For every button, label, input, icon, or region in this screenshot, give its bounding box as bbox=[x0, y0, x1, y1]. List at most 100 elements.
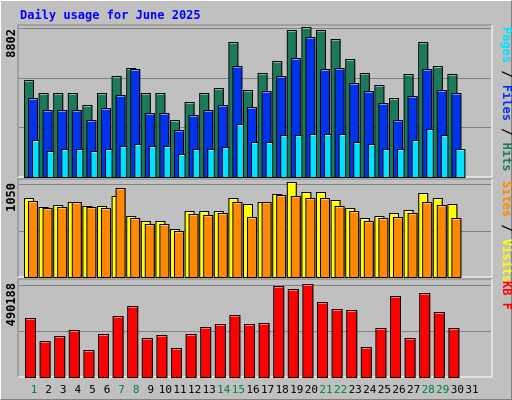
bar-sites-1 bbox=[28, 201, 38, 278]
bar-kb-f-2 bbox=[39, 341, 51, 378]
bar-kb-f-3 bbox=[54, 336, 66, 378]
legend-part: F bbox=[500, 295, 512, 309]
bar-kb-f-23 bbox=[346, 310, 358, 378]
bar-sites-21 bbox=[320, 198, 330, 278]
x-tick-17: 17 bbox=[261, 383, 274, 396]
bar-sites-14 bbox=[217, 213, 228, 278]
x-tick-16: 16 bbox=[246, 383, 259, 396]
bar-sites-7 bbox=[115, 188, 126, 278]
bar-kb-f-5 bbox=[83, 350, 95, 378]
bar-sites-2 bbox=[42, 208, 53, 278]
bar-kb-f-22 bbox=[331, 309, 343, 378]
y-max-label-0: 8802 bbox=[4, 29, 18, 58]
bar-sites-26 bbox=[393, 217, 403, 278]
bar-kb-f-9 bbox=[141, 338, 153, 378]
chart-title: Daily usage for June 2025 bbox=[20, 8, 201, 22]
legend-part: Hits bbox=[500, 143, 512, 172]
series-legend-0: Pages / Files / Hits bbox=[500, 27, 512, 172]
bar-kb-f-27 bbox=[404, 338, 416, 378]
x-tick-13: 13 bbox=[203, 383, 216, 396]
bar-sites-24 bbox=[363, 221, 374, 278]
bar-kb-f-21 bbox=[317, 302, 328, 378]
legend-part: / bbox=[500, 121, 512, 143]
bar-kb-f-1 bbox=[25, 318, 36, 378]
bar-sites-19 bbox=[290, 196, 301, 278]
legend-part: Visits bbox=[500, 239, 512, 282]
bar-sites-3 bbox=[57, 207, 68, 278]
bar-sites-5 bbox=[86, 207, 97, 278]
bar-kb-f-11 bbox=[171, 348, 182, 378]
x-tick-11: 11 bbox=[173, 383, 186, 396]
bar-sites-9 bbox=[144, 224, 155, 278]
series-legend-2: KB F bbox=[500, 281, 512, 310]
x-tick-15: 15 bbox=[232, 383, 245, 396]
bar-kb-f-17 bbox=[258, 323, 270, 378]
bar-sites-17 bbox=[261, 202, 272, 278]
x-tick-30: 30 bbox=[451, 383, 464, 396]
bar-sites-25 bbox=[378, 218, 389, 278]
bar-kb-f-29 bbox=[433, 312, 445, 378]
x-tick-31: 31 bbox=[465, 383, 478, 396]
x-tick-6: 6 bbox=[104, 383, 111, 396]
legend-part: / bbox=[500, 217, 512, 239]
bar-sites-11 bbox=[174, 231, 184, 278]
x-tick-26: 26 bbox=[392, 383, 405, 396]
bar-kb-f-4 bbox=[68, 330, 80, 378]
bar-sites-22 bbox=[334, 206, 345, 278]
x-tick-7: 7 bbox=[118, 383, 125, 396]
x-tick-23: 23 bbox=[349, 383, 362, 396]
bar-kb-f-20 bbox=[302, 284, 314, 378]
bar-sites-12 bbox=[188, 214, 199, 278]
legend-part: / bbox=[500, 63, 512, 85]
x-tick-1: 1 bbox=[31, 383, 38, 396]
bar-kb-f-8 bbox=[127, 306, 139, 378]
bar-sites-6 bbox=[101, 208, 111, 278]
bar-kb-f-6 bbox=[98, 334, 109, 378]
x-tick-21: 21 bbox=[319, 383, 332, 396]
y-max-label-2: 490188 bbox=[4, 283, 18, 326]
legend-part: Files bbox=[500, 85, 512, 121]
bar-sites-8 bbox=[130, 218, 141, 278]
legend-part: Pages bbox=[500, 27, 512, 63]
bar-sites-27 bbox=[407, 213, 418, 278]
bar-kb-f-15 bbox=[229, 315, 241, 378]
bar-kb-f-28 bbox=[419, 293, 431, 378]
bar-sites-28 bbox=[422, 202, 433, 278]
bar-pages-30 bbox=[455, 149, 466, 178]
bar-sites-29 bbox=[436, 205, 447, 278]
bar-sites-10 bbox=[159, 224, 170, 278]
bar-sites-4 bbox=[71, 202, 82, 278]
bar-sites-23 bbox=[349, 211, 360, 278]
bar-sites-30 bbox=[451, 218, 462, 278]
x-tick-19: 19 bbox=[290, 383, 303, 396]
x-tick-25: 25 bbox=[378, 383, 391, 396]
bar-kb-f-16 bbox=[244, 324, 255, 378]
bar-kb-f-19 bbox=[287, 289, 299, 378]
x-tick-24: 24 bbox=[363, 383, 377, 396]
bar-kb-f-10 bbox=[156, 335, 168, 378]
bar-kb-f-24 bbox=[360, 347, 372, 378]
x-tick-5: 5 bbox=[89, 383, 96, 396]
series-legend-1: Sites / Visits bbox=[500, 181, 512, 282]
x-tick-22: 22 bbox=[334, 383, 347, 396]
bar-kb-f-18 bbox=[273, 286, 285, 378]
bar-kb-f-7 bbox=[112, 316, 124, 378]
bar-sites-13 bbox=[203, 215, 214, 278]
bar-kb-f-12 bbox=[185, 334, 197, 378]
bar-kb-f-26 bbox=[390, 296, 401, 378]
x-tick-4: 4 bbox=[74, 383, 81, 396]
bar-sites-18 bbox=[276, 195, 287, 278]
legend-part: KB bbox=[500, 281, 512, 295]
x-tick-29: 29 bbox=[436, 383, 449, 396]
x-tick-9: 9 bbox=[147, 383, 154, 396]
x-tick-20: 20 bbox=[305, 383, 318, 396]
bar-kb-f-30 bbox=[448, 328, 460, 378]
x-tick-12: 12 bbox=[188, 383, 201, 396]
x-tick-18: 18 bbox=[276, 383, 289, 396]
bar-sites-16 bbox=[247, 217, 257, 278]
x-tick-14: 14 bbox=[217, 383, 231, 396]
bars bbox=[24, 27, 466, 378]
x-tick-27: 27 bbox=[407, 383, 420, 396]
x-tick-10: 10 bbox=[159, 383, 172, 396]
